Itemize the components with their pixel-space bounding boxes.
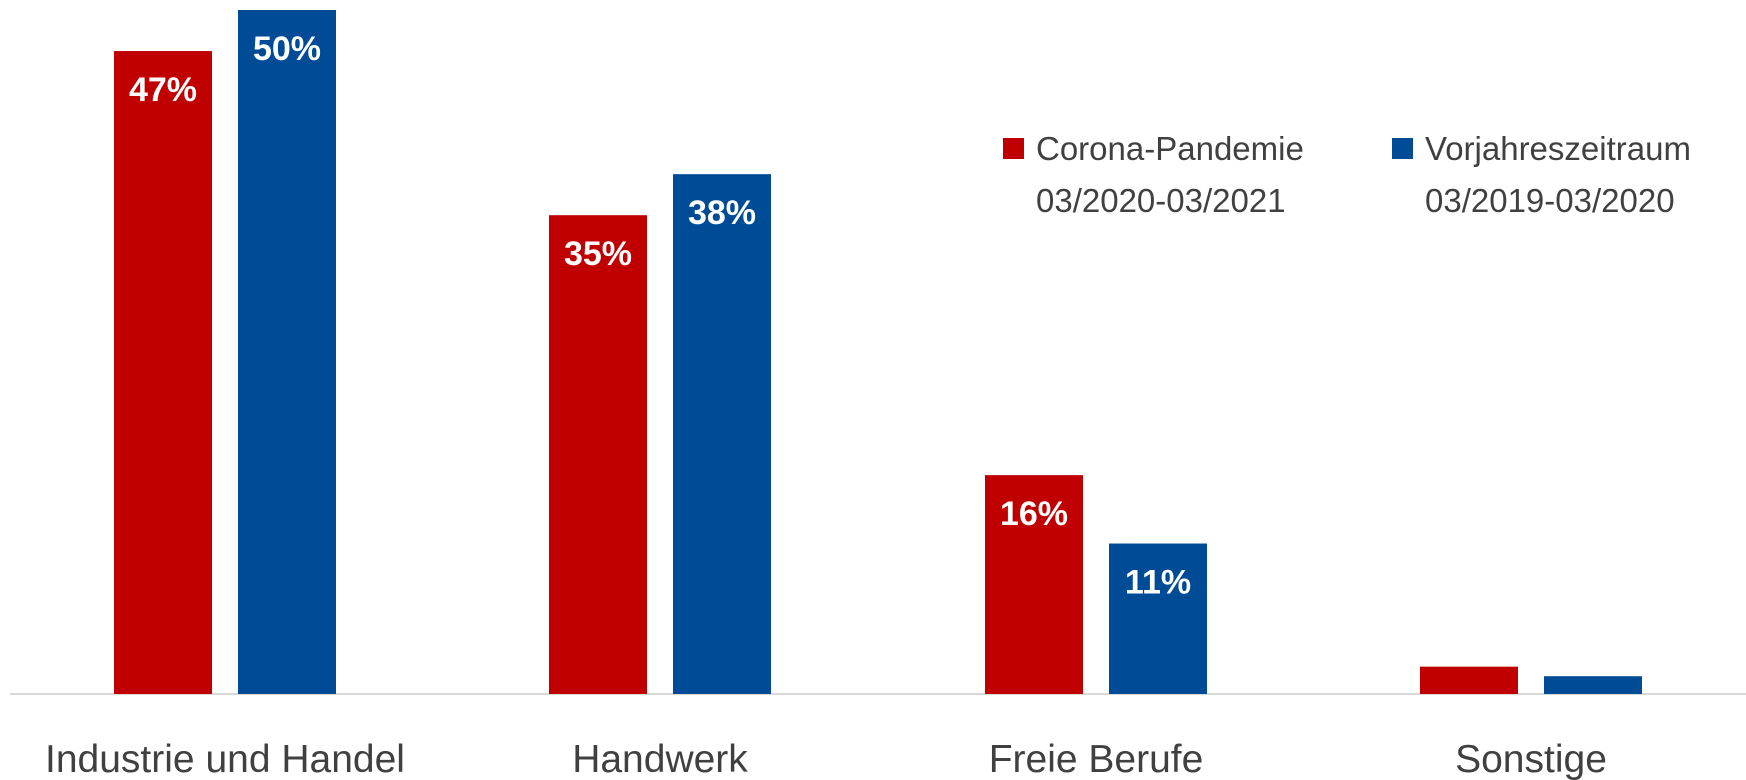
data-label: 50% (253, 30, 321, 68)
bar-series-2-handwerk (673, 174, 771, 694)
legend-swatch (1392, 138, 1413, 159)
bar-series-2-industrie-und-handel (238, 10, 336, 694)
legend-label: Corona-Pandemie (1036, 130, 1304, 167)
data-label: 47% (129, 71, 197, 109)
data-label: 38% (688, 194, 756, 232)
bar-series-2-sonstige (1544, 676, 1642, 694)
legend-item-1: Corona-Pandemie 03/2020-03/2021 (1003, 130, 1304, 219)
legend-label: 03/2020-03/2021 (1036, 182, 1286, 219)
category-label: Handwerk (572, 738, 748, 780)
legend-label: 03/2019-03/2020 (1425, 182, 1675, 219)
legend-swatch (1003, 138, 1024, 159)
bar-series-1-sonstige (1420, 666, 1518, 694)
category-label: Industrie und Handel (45, 738, 405, 780)
category-label: Freie Berufe (989, 738, 1204, 780)
bar-series-1-industrie-und-handel (114, 51, 212, 695)
bar-series-1-handwerk (549, 215, 647, 694)
legend-item-2: Vorjahreszeitraum 03/2019-03/2020 (1392, 130, 1691, 219)
legend-label: Vorjahreszeitraum (1425, 130, 1691, 167)
data-label: 35% (564, 235, 632, 273)
bar-series-2-freie-berufe (1109, 543, 1207, 694)
data-label: 16% (1000, 495, 1068, 533)
bar-series-1-freie-berufe (985, 475, 1083, 694)
data-label: 11% (1125, 564, 1191, 602)
category-label: Sonstige (1455, 738, 1607, 780)
